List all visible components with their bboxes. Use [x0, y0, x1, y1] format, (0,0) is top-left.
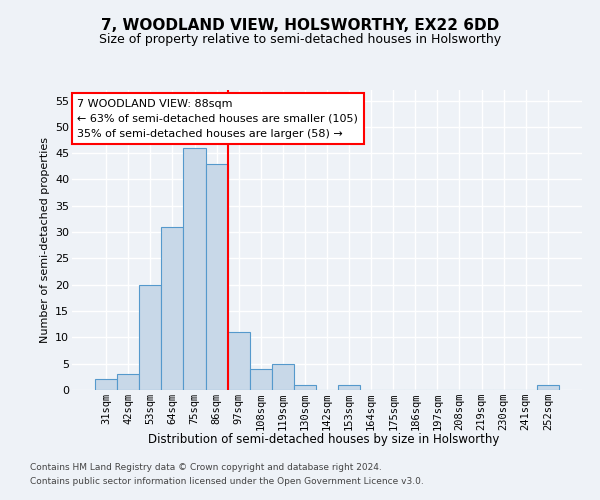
- Text: Contains HM Land Registry data © Crown copyright and database right 2024.: Contains HM Land Registry data © Crown c…: [30, 464, 382, 472]
- Text: 7 WOODLAND VIEW: 88sqm
← 63% of semi-detached houses are smaller (105)
35% of se: 7 WOODLAND VIEW: 88sqm ← 63% of semi-det…: [77, 99, 358, 138]
- Bar: [161, 227, 184, 390]
- Bar: [294, 384, 316, 390]
- Bar: [227, 332, 250, 390]
- Bar: [117, 374, 139, 390]
- Bar: [184, 148, 206, 390]
- Bar: [139, 284, 161, 390]
- Text: 7, WOODLAND VIEW, HOLSWORTHY, EX22 6DD: 7, WOODLAND VIEW, HOLSWORTHY, EX22 6DD: [101, 18, 499, 32]
- Text: Contains public sector information licensed under the Open Government Licence v3: Contains public sector information licen…: [30, 477, 424, 486]
- Text: Size of property relative to semi-detached houses in Holsworthy: Size of property relative to semi-detach…: [99, 32, 501, 46]
- Bar: [206, 164, 227, 390]
- Bar: [250, 369, 272, 390]
- Text: Distribution of semi-detached houses by size in Holsworthy: Distribution of semi-detached houses by …: [148, 432, 500, 446]
- Bar: [537, 384, 559, 390]
- Bar: [272, 364, 294, 390]
- Bar: [338, 384, 360, 390]
- Y-axis label: Number of semi-detached properties: Number of semi-detached properties: [40, 137, 50, 343]
- Bar: [95, 380, 117, 390]
